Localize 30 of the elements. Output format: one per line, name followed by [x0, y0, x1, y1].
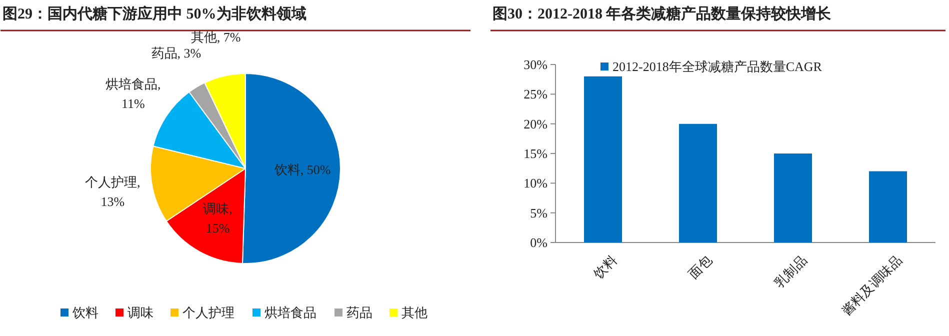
legend-label: 烘培食品: [264, 305, 316, 320]
y-tick-label: 25%: [524, 86, 548, 102]
bar: [869, 171, 907, 242]
data-label: 烘培食品, 11%: [106, 76, 161, 112]
x-tick-label: 面包: [686, 252, 715, 282]
x-tick-label: 乳制品: [771, 252, 810, 291]
legend-label: 药品: [346, 305, 372, 320]
legend-label: 其他: [402, 305, 428, 320]
y-tick-label: 0%: [530, 235, 548, 250]
y-tick-label: 30%: [524, 57, 548, 72]
legend-label: 饮料: [72, 305, 98, 320]
bar: [774, 154, 812, 242]
legend-label: 2012-2018年全球减糖产品数量CAGR: [612, 59, 822, 74]
data-label: 药品, 3%: [151, 45, 202, 60]
data-label: 个人护理, 13%: [85, 174, 140, 210]
legend-label: 调味: [128, 305, 154, 320]
data-label: 其他, 7%: [190, 29, 241, 44]
y-tick-label: 5%: [530, 205, 548, 220]
data-label: 调味, 15%: [203, 201, 232, 236]
bar: [679, 124, 717, 242]
x-tick-label: 酱料及调味品: [838, 252, 905, 318]
data-label: 饮料, 50%: [273, 162, 331, 177]
y-tick-label: 15%: [524, 146, 548, 161]
y-tick-label: 20%: [524, 116, 548, 132]
legend-label: 个人护理: [182, 305, 234, 320]
y-tick-label: 10%: [524, 176, 548, 191]
chart-title: 图29：国内代糖下游应用中 50%为非饮料领域: [2, 4, 306, 22]
x-tick-label: 饮料: [590, 252, 620, 282]
chart-title: 图30：2012-2018 年各类减糖产品数量保持较快增长: [492, 6, 832, 22]
bar: [584, 76, 622, 242]
